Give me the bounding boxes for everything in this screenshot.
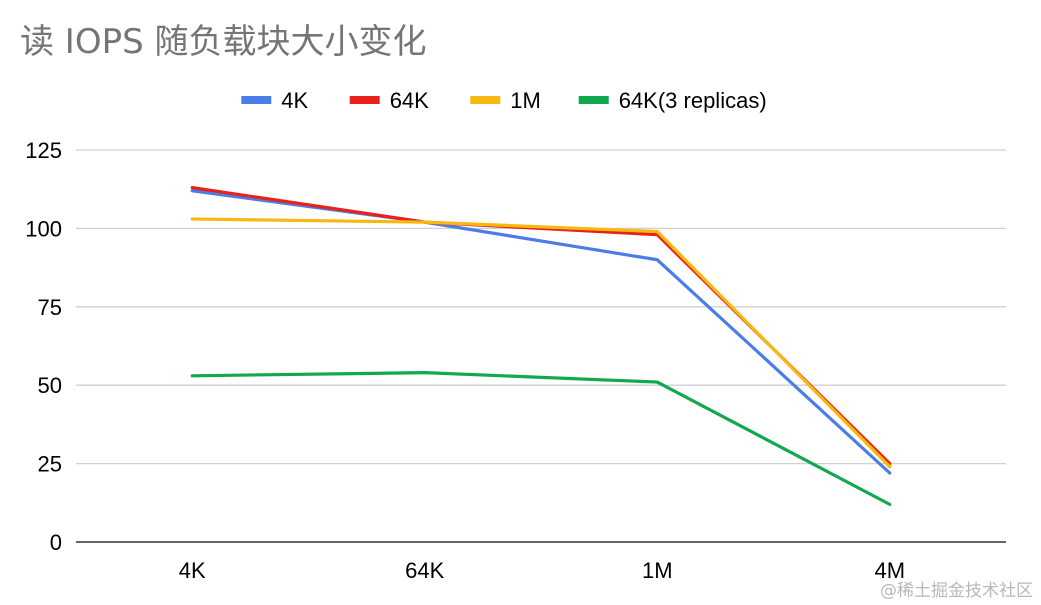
legend-swatch — [241, 96, 272, 104]
series-lines — [190, 186, 892, 506]
legend-item: 4K — [241, 88, 309, 113]
legend-item: 1M — [470, 88, 541, 113]
x-tick-label: 1M — [642, 558, 673, 583]
y-tick-label: 75 — [38, 295, 62, 320]
y-tick-label: 0 — [50, 530, 62, 555]
y-axis-ticks: 0 25 50 75 100 125 — [25, 138, 62, 555]
y-tick-label: 125 — [25, 138, 62, 163]
series-line — [190, 189, 892, 475]
x-tick-label: 4K — [179, 558, 206, 583]
y-tick-label: 50 — [38, 373, 62, 398]
series-line — [190, 217, 892, 469]
series-line — [190, 371, 892, 506]
grid-lines — [76, 149, 1006, 543]
legend-item: 64K(3 replicas) — [578, 88, 767, 113]
chart-title: 读 IOPS 随负载块大小变化 — [20, 22, 427, 62]
legend-swatch — [578, 96, 609, 104]
y-tick-label: 25 — [38, 452, 62, 477]
y-tick-label: 100 — [25, 216, 62, 241]
x-tick-label: 4M — [874, 558, 905, 583]
legend-label: 1M — [510, 88, 541, 113]
legend-label: 64K — [390, 88, 429, 113]
x-axis-ticks: 4K 64K 1M 4M — [179, 558, 905, 583]
legend-swatch — [349, 96, 380, 104]
legend-label: 4K — [281, 88, 308, 113]
x-tick-label: 64K — [405, 558, 444, 583]
legend: 4K 64K 1M 64K(3 replicas) — [241, 88, 767, 113]
legend-swatch — [470, 96, 501, 104]
legend-label: 64K(3 replicas) — [619, 88, 767, 113]
watermark: @稀土掘金技术社区 — [880, 581, 1033, 601]
legend-item: 64K — [349, 88, 429, 113]
